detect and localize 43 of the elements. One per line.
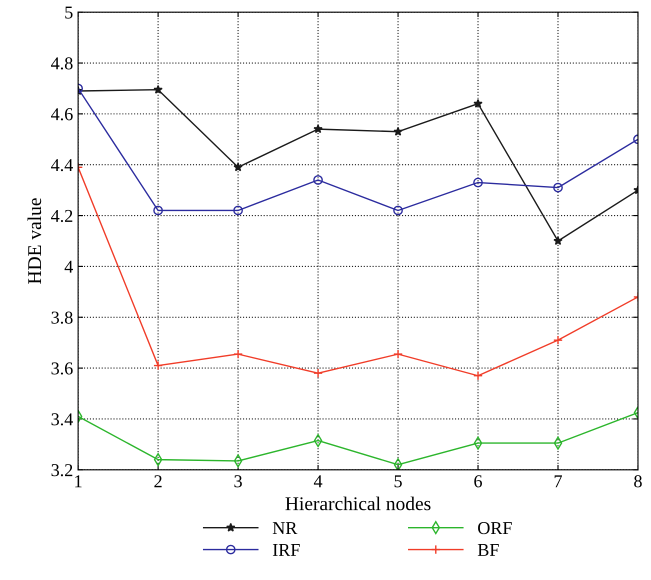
x-axis-title: Hierarchical nodes: [285, 496, 430, 510]
x-tick-label: 4: [314, 475, 322, 488]
y-tick-label: 4.2: [51, 210, 72, 222]
y-tick-label: 5: [65, 6, 73, 19]
point: [153, 84, 163, 94]
point: [313, 124, 323, 134]
x-tick-label: 7: [554, 475, 562, 488]
x-tick-label: 5: [394, 475, 402, 488]
x-tick-label: 1: [75, 475, 82, 488]
legend-label: NR: [272, 522, 298, 534]
point: [553, 335, 563, 346]
y-tick-label: 3.8: [52, 312, 73, 324]
point: [394, 458, 402, 470]
point: [553, 236, 563, 246]
y-tick-label: 4: [64, 260, 73, 273]
y-tick-label: 3.2: [52, 464, 72, 476]
legend-label: ORF: [478, 522, 512, 534]
point: [233, 206, 243, 216]
y-tick-label: 4.4: [51, 159, 73, 172]
y-tick-label: 4.6: [51, 108, 73, 120]
point: [473, 370, 483, 381]
y-tick-label: 3.4: [52, 413, 73, 426]
point: [393, 126, 403, 136]
x-tick-label: 8: [634, 475, 642, 488]
point: [153, 206, 163, 216]
point: [233, 349, 243, 359]
x-tick-label: 3: [234, 475, 242, 488]
x-tick-label: 2: [154, 475, 162, 488]
point: [553, 182, 563, 192]
y-axis-title: HDE value: [28, 198, 42, 284]
point: [233, 162, 243, 172]
point: [393, 349, 403, 359]
y-tick-label: 4.8: [51, 57, 73, 70]
point: [153, 360, 163, 370]
legend-label: BF: [478, 544, 499, 556]
point: [313, 175, 323, 185]
point: [393, 206, 403, 216]
x-tick-label: 6: [474, 475, 482, 488]
y-tick-label: 3.6: [52, 362, 73, 375]
point: [313, 368, 323, 378]
point: [473, 178, 483, 188]
legend-label: IRF: [272, 544, 300, 556]
point: [473, 98, 483, 108]
